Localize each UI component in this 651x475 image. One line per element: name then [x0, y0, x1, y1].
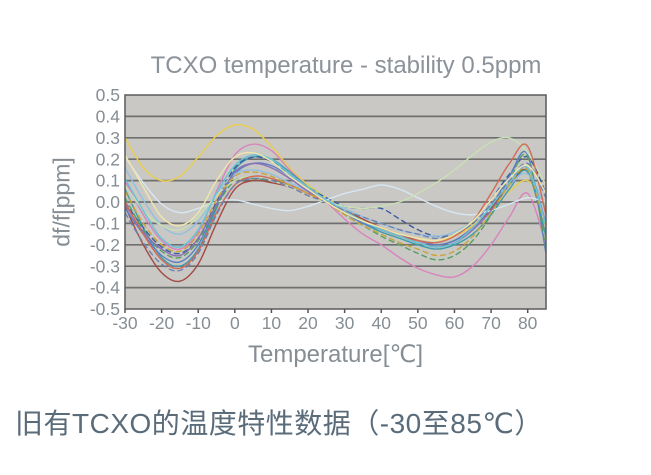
y-tick-label: 0.4 — [96, 107, 121, 127]
x-tick-label: 10 — [262, 313, 282, 333]
y-tick-label: -0.3 — [90, 256, 120, 276]
x-tick-label: -10 — [186, 313, 212, 333]
y-tick-label: 0.1 — [96, 171, 120, 191]
x-tick-label: 70 — [481, 313, 501, 333]
x-axis-title: Temperature[℃] — [247, 341, 424, 368]
y-tick-label: 0.5 — [96, 85, 120, 105]
series-unit-02 — [125, 143, 546, 279]
y-tick-label: -0.1 — [90, 214, 120, 234]
y-tick-label: -0.5 — [90, 299, 120, 319]
x-tick-label: -30 — [112, 313, 138, 333]
series-unit-16 — [125, 151, 546, 242]
plot-canvas: -30 -20 -10 0 10 20 30 40 50 60 70 800.50.40.30.20.… — [90, 85, 547, 333]
series-unit-09 — [125, 156, 546, 216]
chart-title: TCXO temperature - stability 0.5ppm — [150, 52, 542, 79]
plot-border — [124, 94, 547, 310]
series-unit-15 — [125, 162, 546, 272]
series-unit-10 — [125, 136, 546, 231]
x-tick-label: 80 — [518, 313, 538, 333]
x-tick-label: 30 — [335, 313, 355, 333]
x-axis: -30 -20 -10 0 10 20 30 40 50 60 70 80 — [112, 309, 538, 333]
y-tick-label: 0.0 — [96, 192, 121, 212]
x-tick-label: 40 — [372, 313, 392, 333]
y-tick-label: -0.4 — [90, 278, 120, 298]
y-tick-label: 0.3 — [96, 128, 120, 148]
x-tick-label: 0 — [230, 313, 240, 333]
series-unit-14 — [125, 153, 546, 248]
series-group — [125, 124, 546, 283]
caption-text: 旧有TCXO的温度特性数据（-30至85℃） — [15, 408, 543, 439]
series-unit-04 — [125, 155, 546, 268]
x-tick-label: -20 — [149, 313, 175, 333]
gridlines — [125, 115, 546, 289]
x-tick-label: 60 — [445, 313, 465, 333]
y-axis: 0.50.40.30.20.10.0-0.1-0.2-0.3-0.4-0.5 — [90, 85, 120, 319]
y-tick-label: -0.2 — [90, 235, 120, 255]
x-tick-label: 50 — [408, 313, 428, 333]
y-tick-label: 0.2 — [96, 149, 120, 169]
x-tick-label: 20 — [298, 313, 318, 333]
